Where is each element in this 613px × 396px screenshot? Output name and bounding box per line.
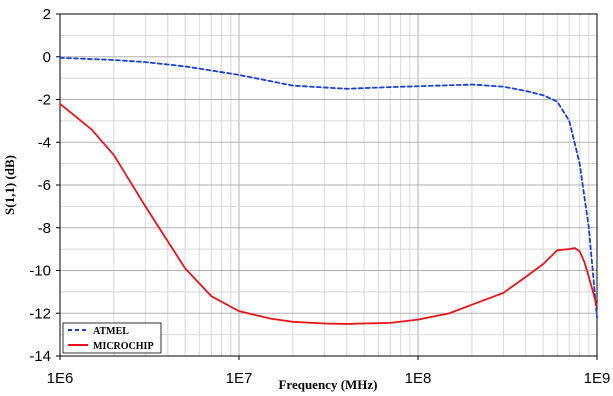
x-tick-label: 1E8 (405, 370, 432, 387)
x-tick-label: 1E6 (47, 370, 74, 387)
legend-label-atmel: ATMEL (93, 326, 129, 337)
y-tick-label: -10 (29, 263, 51, 280)
x-axis-ticks: 1E6 1E7 1E8 1E9 (47, 356, 611, 387)
x-tick-label: 1E7 (226, 370, 253, 387)
y-tick-label: -8 (38, 220, 51, 237)
series-line-microchip (59, 102, 598, 325)
legend: ATMEL MICROCHIP (62, 322, 162, 354)
y-tick-label: 0 (43, 49, 51, 66)
legend-box (62, 322, 162, 354)
legend-label-microchip: MICROCHIP (93, 341, 154, 352)
series-lines (59, 56, 598, 325)
y-tick-label: 2 (43, 6, 51, 23)
y-tick-label: -4 (38, 134, 51, 151)
y-axis-label: S(1,1) (dB) (2, 155, 17, 215)
y-tick-label: -6 (38, 177, 51, 194)
y-tick-label: -12 (29, 305, 51, 322)
y-tick-label: -14 (29, 348, 51, 365)
x-tick-label: 1E9 (584, 370, 611, 387)
y-axis-ticks: 2 0 -2 -4 -6 -8 -10 -12 -14 (29, 6, 60, 365)
series-line-atmel (59, 56, 598, 319)
grid-lines (60, 14, 597, 356)
y-tick-label: -2 (38, 92, 51, 109)
x-axis-label: Frequency (MHz) (278, 377, 377, 392)
